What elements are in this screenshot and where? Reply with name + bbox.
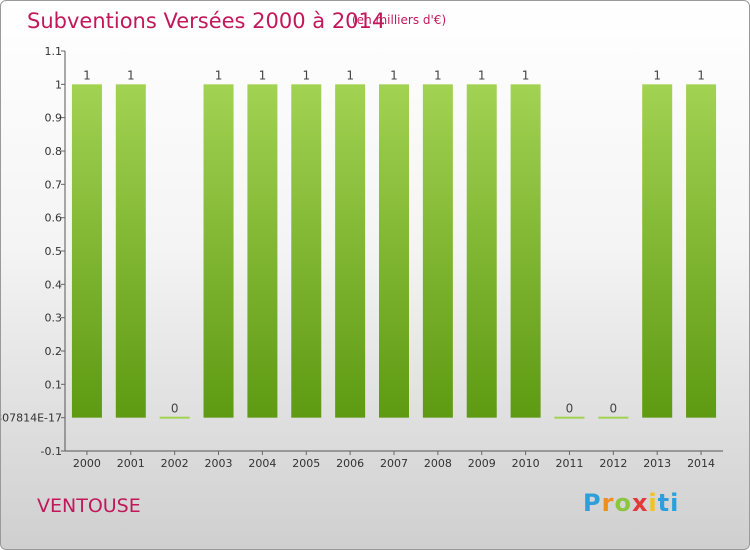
bar	[510, 84, 541, 418]
bar	[71, 84, 102, 418]
x-tick-label: 2001	[117, 457, 145, 470]
y-tick-label: 0.4	[45, 278, 63, 291]
bar	[159, 416, 190, 419]
bar	[335, 84, 366, 418]
data-label: 1	[259, 68, 267, 82]
x-tick-label: 2003	[205, 457, 233, 470]
x-tick-label: 2006	[336, 457, 364, 470]
x-tick-label: 2005	[292, 457, 320, 470]
y-tick-label: 0.8	[45, 145, 63, 158]
y-tick-label: 1.3877787807814E-17	[1, 412, 62, 425]
y-tick-label: 0.6	[45, 212, 63, 225]
data-label: 1	[390, 68, 398, 82]
x-tick-label: 2013	[643, 457, 671, 470]
data-label: 1	[346, 68, 354, 82]
data-label: 1	[653, 68, 661, 82]
commune-name: VENTOUSE	[37, 495, 141, 517]
bar	[203, 84, 234, 418]
data-label: 1	[302, 68, 310, 82]
bar	[686, 84, 717, 418]
y-tick-label: 0.1	[45, 378, 63, 391]
x-tick-label: 2012	[599, 457, 627, 470]
y-tick-label: 0.3	[45, 312, 63, 325]
data-label: 1	[127, 68, 135, 82]
y-tick-label: 0.7	[45, 178, 63, 191]
y-tick-label: 1.1	[45, 45, 63, 58]
y-tick-label: 0.5	[45, 245, 63, 258]
y-tick-label: 1	[55, 78, 62, 91]
x-tick-label: 2011	[555, 457, 583, 470]
data-label: 1	[215, 68, 223, 82]
x-tick-label: 2000	[73, 457, 101, 470]
x-tick-label: 2009	[468, 457, 496, 470]
chart-unit-label: (en milliers d'€)	[352, 13, 447, 27]
x-tick-label: 2008	[424, 457, 452, 470]
data-label: 1	[522, 68, 530, 82]
x-tick-label: 2004	[248, 457, 276, 470]
bar	[115, 84, 146, 418]
data-label: 0	[610, 402, 618, 416]
bar	[379, 84, 409, 418]
y-tick-label: -0.1	[41, 445, 62, 458]
proxiti-logo: Proxiti	[583, 489, 680, 517]
bar	[247, 84, 278, 418]
y-tick-label: 0.2	[45, 345, 63, 358]
bar	[598, 416, 629, 419]
y-tick-label: 0.9	[45, 112, 63, 125]
bar	[291, 84, 322, 418]
x-tick-label: 2002	[161, 457, 189, 470]
data-label: 0	[171, 402, 179, 416]
bar	[642, 84, 673, 418]
x-tick-label: 2014	[687, 457, 715, 470]
bar	[554, 416, 585, 419]
data-label: 1	[697, 68, 705, 82]
data-label: 1	[434, 68, 442, 82]
chart-title: Subventions Versées 2000 à 2014	[27, 9, 386, 33]
bar	[422, 84, 453, 418]
data-label: 1	[83, 68, 91, 82]
x-tick-label: 2007	[380, 457, 408, 470]
x-tick-label: 2010	[512, 457, 540, 470]
data-label: 1	[478, 68, 486, 82]
bar	[466, 84, 497, 418]
data-label: 0	[566, 402, 574, 416]
